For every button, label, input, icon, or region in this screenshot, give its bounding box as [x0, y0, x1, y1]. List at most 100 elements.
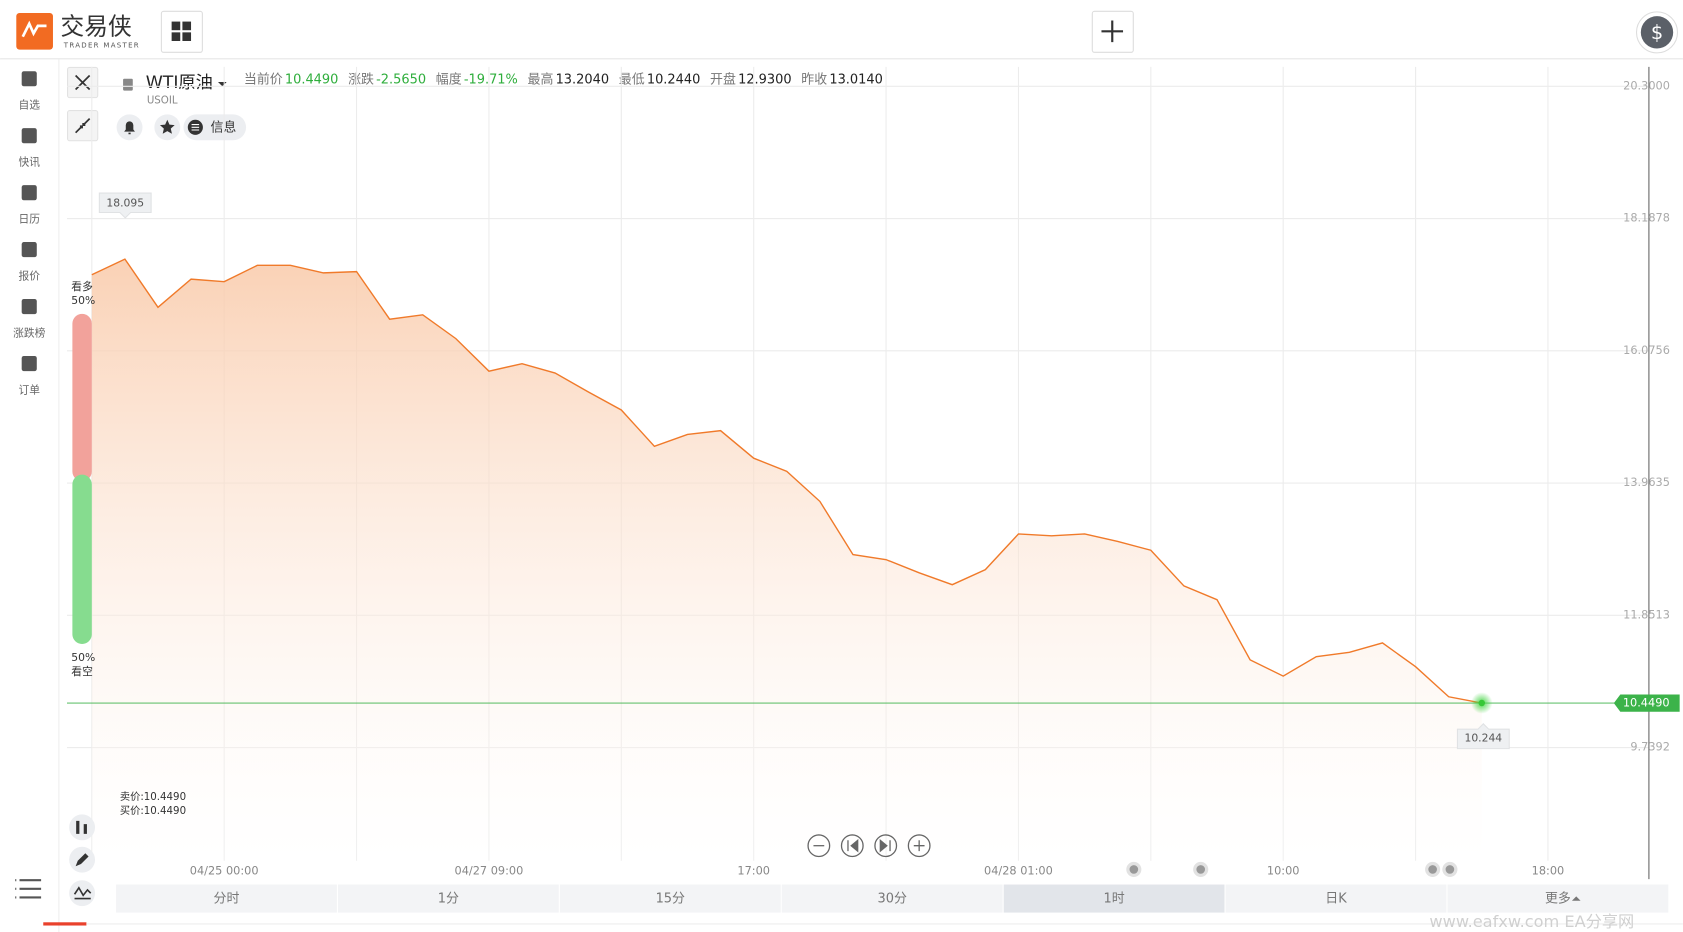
timeframe-label[interactable]: 15分 [656, 892, 685, 907]
buy-price: 买价:10.4490 [120, 805, 186, 817]
timeframe-label[interactable]: 日K [1325, 892, 1347, 907]
nav-icon[interactable] [21, 355, 37, 372]
info-label: 信息 [210, 119, 236, 135]
nav-label[interactable]: 报价 [18, 270, 40, 283]
stat-label: 当前价 [244, 71, 283, 87]
y-tick-label: 11.8513 [1623, 607, 1670, 621]
indicator-icon [73, 886, 92, 900]
max-marker: 18.095 [106, 196, 144, 209]
jump-start[interactable] [840, 834, 864, 858]
x-tick-label: 17:00 [737, 864, 770, 878]
nav-icon[interactable] [21, 299, 37, 315]
candle-tool[interactable] [69, 814, 96, 841]
stat-label: 开盘 [710, 71, 736, 87]
jump-end[interactable] [874, 834, 898, 858]
y-tick-label: 16.0756 [1623, 343, 1670, 357]
progress-bar [43, 922, 87, 926]
watermark: www.eafxw.com EA分享网 [1429, 912, 1634, 931]
layout-icon [171, 21, 192, 41]
zoom-out[interactable] [807, 834, 831, 858]
area-fill [91, 259, 1482, 861]
logo-text: 交易侠 [61, 13, 132, 41]
logo-glyph [21, 20, 47, 38]
stat-value: 12.9300 [738, 72, 792, 87]
x-tick-label: 10:00 [1267, 864, 1300, 878]
timeframe-tab[interactable] [1225, 884, 1447, 913]
menu-button[interactable] [15, 879, 42, 899]
bear-label: 看空 [71, 665, 93, 678]
symbol-name[interactable]: WTI原油 [146, 73, 213, 93]
timeframe-tab[interactable] [337, 884, 559, 913]
timeframe-label[interactable]: 1时 [1104, 892, 1125, 907]
nav-label[interactable]: 涨跌榜 [13, 327, 46, 340]
stat-label: 昨收 [801, 72, 827, 87]
min-marker-box [1456, 723, 1510, 750]
stat-value: -19.71% [464, 72, 518, 87]
y-tick-label: 9.7392 [1630, 740, 1670, 754]
y-tick-label: 20.3000 [1623, 78, 1670, 92]
add-icon [1101, 20, 1124, 43]
nav-label[interactable]: 日历 [18, 213, 40, 226]
timeframe-tab[interactable] [559, 884, 781, 913]
timeframe-tab[interactable] [1003, 884, 1225, 913]
nav-icon[interactable] [21, 128, 37, 144]
symbol-dropdown[interactable] [218, 81, 227, 87]
sell-price: 卖价:10.4490 [120, 791, 186, 803]
x-tick-label: 04/27 09:00 [455, 864, 524, 878]
zoom-controls [807, 834, 931, 858]
nav-label[interactable]: 自选 [18, 99, 40, 112]
stat-label: 幅度 [436, 71, 462, 87]
bell-icon [124, 121, 135, 135]
stat-label: 最低 [619, 72, 645, 87]
bear-percent: 50% [71, 651, 95, 664]
x-tick-label: 04/28 01:00 [984, 864, 1053, 878]
nav-icon[interactable] [21, 185, 37, 201]
account-icon-bg [1640, 16, 1674, 49]
nav-label[interactable]: 快讯 [18, 156, 40, 169]
stat-value: -2.5650 [376, 72, 426, 87]
nav-icons [21, 71, 37, 372]
timeframe-label[interactable]: 1分 [438, 892, 459, 907]
x-tick-label: 18:00 [1532, 864, 1565, 878]
candle-icon [76, 820, 87, 834]
timeframe-tab[interactable] [781, 884, 1003, 913]
min-marker: 10.244 [1464, 731, 1502, 744]
stat-value: 10.4490 [285, 72, 338, 87]
timeframe-tab[interactable] [116, 884, 337, 913]
nav-icon[interactable] [21, 242, 37, 258]
timeframe-label[interactable]: 分时 [214, 892, 240, 907]
zoom-in[interactable] [907, 834, 931, 858]
y-tick-label: 13.9635 [1623, 475, 1670, 489]
stat-value: 10.2440 [647, 72, 700, 87]
timeframe-tab[interactable] [1447, 884, 1669, 913]
star-icon [159, 119, 175, 134]
y-tick-label: 18.1878 [1623, 211, 1670, 225]
close-icon [75, 74, 91, 91]
stat-value: 13.2040 [556, 72, 610, 87]
more-caret [1571, 896, 1581, 901]
bear-bar [72, 474, 92, 644]
layout-button[interactable] [160, 10, 203, 53]
bull-bar [72, 313, 92, 482]
price-line [91, 258, 1482, 704]
account-icon: $ [1651, 21, 1663, 44]
logo-subtitle: TRADER MASTER [63, 40, 140, 49]
nav-label[interactable]: 订单 [18, 383, 40, 396]
stats: 当前价 10.4490 涨跌 -2.5650 幅度 -19.71% 最高 13.2040 最低 1… [244, 71, 883, 87]
symbol-icon [123, 78, 133, 91]
stat-value: 13.0140 [829, 72, 883, 87]
nav-icon[interactable] [21, 71, 37, 87]
timeframe-label[interactable]: 更多 [1545, 892, 1571, 907]
symbol-code: USOIL [147, 94, 178, 106]
pencil-icon [75, 853, 89, 867]
timeframe-label[interactable]: 30分 [877, 892, 906, 907]
bull-label: 看多 [71, 280, 93, 293]
shrink-icon [75, 118, 91, 134]
current-price-label: 10.4490 [1623, 696, 1670, 710]
timeframe-tabs: 分时 1分 15分 30分 1时 日K 更多 [116, 884, 1669, 913]
current-price-tag [1613, 694, 1680, 712]
tool-buttons [69, 814, 96, 907]
x-tick-label: 04/25 00:00 [190, 864, 259, 878]
